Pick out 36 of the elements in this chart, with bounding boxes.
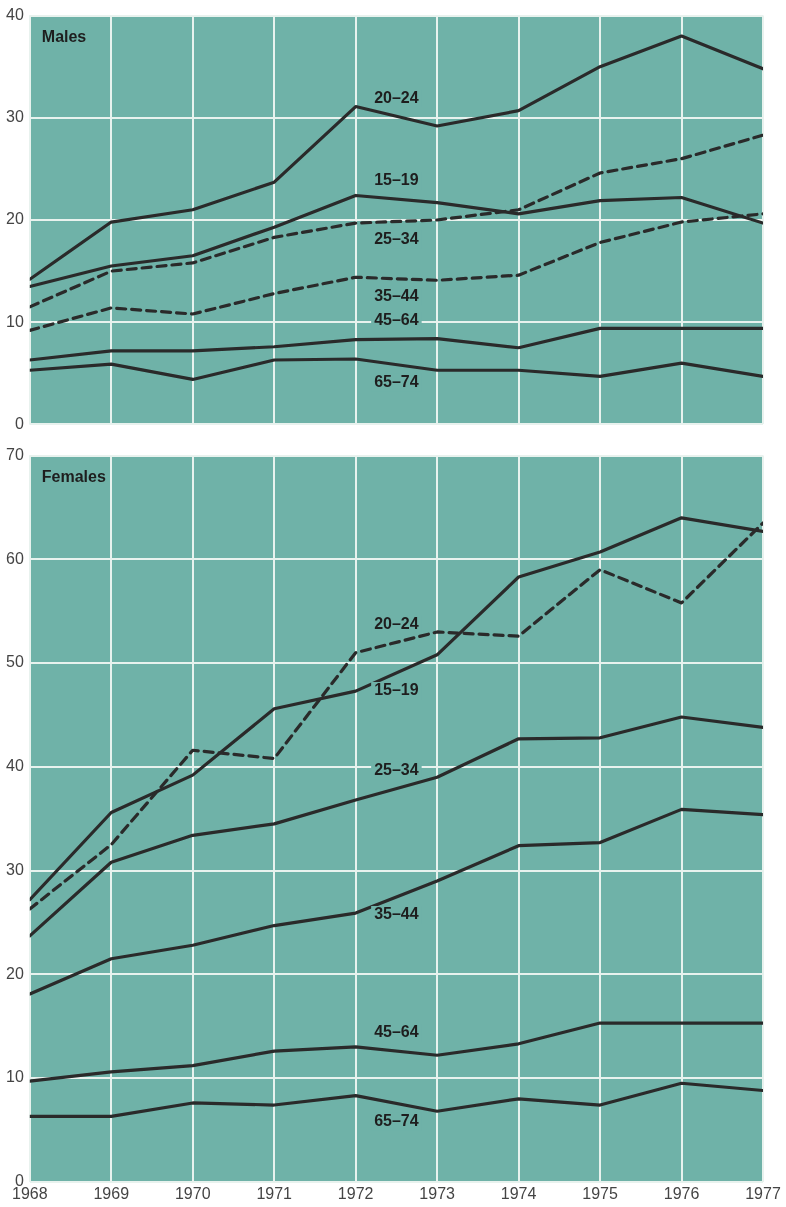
series-label: 45–64 <box>374 1023 419 1041</box>
x-tick-label: 1975 <box>582 1184 618 1202</box>
y-tick-label: 0 <box>14 414 24 432</box>
series-label: 25–34 <box>374 761 419 779</box>
series-label: 35–44 <box>374 905 419 923</box>
series-label: 15–19 <box>374 171 419 189</box>
y-tick-label: 50 <box>6 653 24 671</box>
series-label: 20–24 <box>374 614 419 632</box>
series-label: 45–64 <box>374 311 419 329</box>
y-tick-label: 60 <box>6 549 24 567</box>
y-tick-label: 10 <box>6 312 24 330</box>
text: Males <box>41 28 87 46</box>
series-label: 25–34 <box>374 229 419 247</box>
y-tick-label: 30 <box>6 108 24 126</box>
series-label: 15–19 <box>374 681 419 699</box>
series-label: 65–74 <box>374 373 419 391</box>
y-tick-label: 40 <box>6 757 24 775</box>
x-tick-label: 1972 <box>337 1184 374 1202</box>
x-tick-label: 1969 <box>93 1184 130 1202</box>
y-tick-label: 70 <box>6 446 24 464</box>
x-tick-label: 1971 <box>256 1184 293 1202</box>
y-tick-label: 20 <box>6 964 24 982</box>
y-tick-label: 20 <box>6 210 24 228</box>
text: Females <box>41 468 106 486</box>
series-label: 20–24 <box>374 88 419 106</box>
y-tick-label: 40 <box>6 6 24 24</box>
y-tick-label: 10 <box>6 1068 24 1086</box>
series-label: 65–74 <box>374 1111 419 1129</box>
y-tick-label: 30 <box>6 860 24 878</box>
x-tick-label: 1970 <box>174 1184 211 1202</box>
series-label: 35–44 <box>374 287 419 305</box>
line-series <box>29 133 763 309</box>
x-tick-label: 1973 <box>419 1184 456 1202</box>
x-tick-label: 1974 <box>500 1184 537 1202</box>
x-tick-label: 1977 <box>745 1184 781 1202</box>
x-tick-label: 1976 <box>663 1184 700 1202</box>
